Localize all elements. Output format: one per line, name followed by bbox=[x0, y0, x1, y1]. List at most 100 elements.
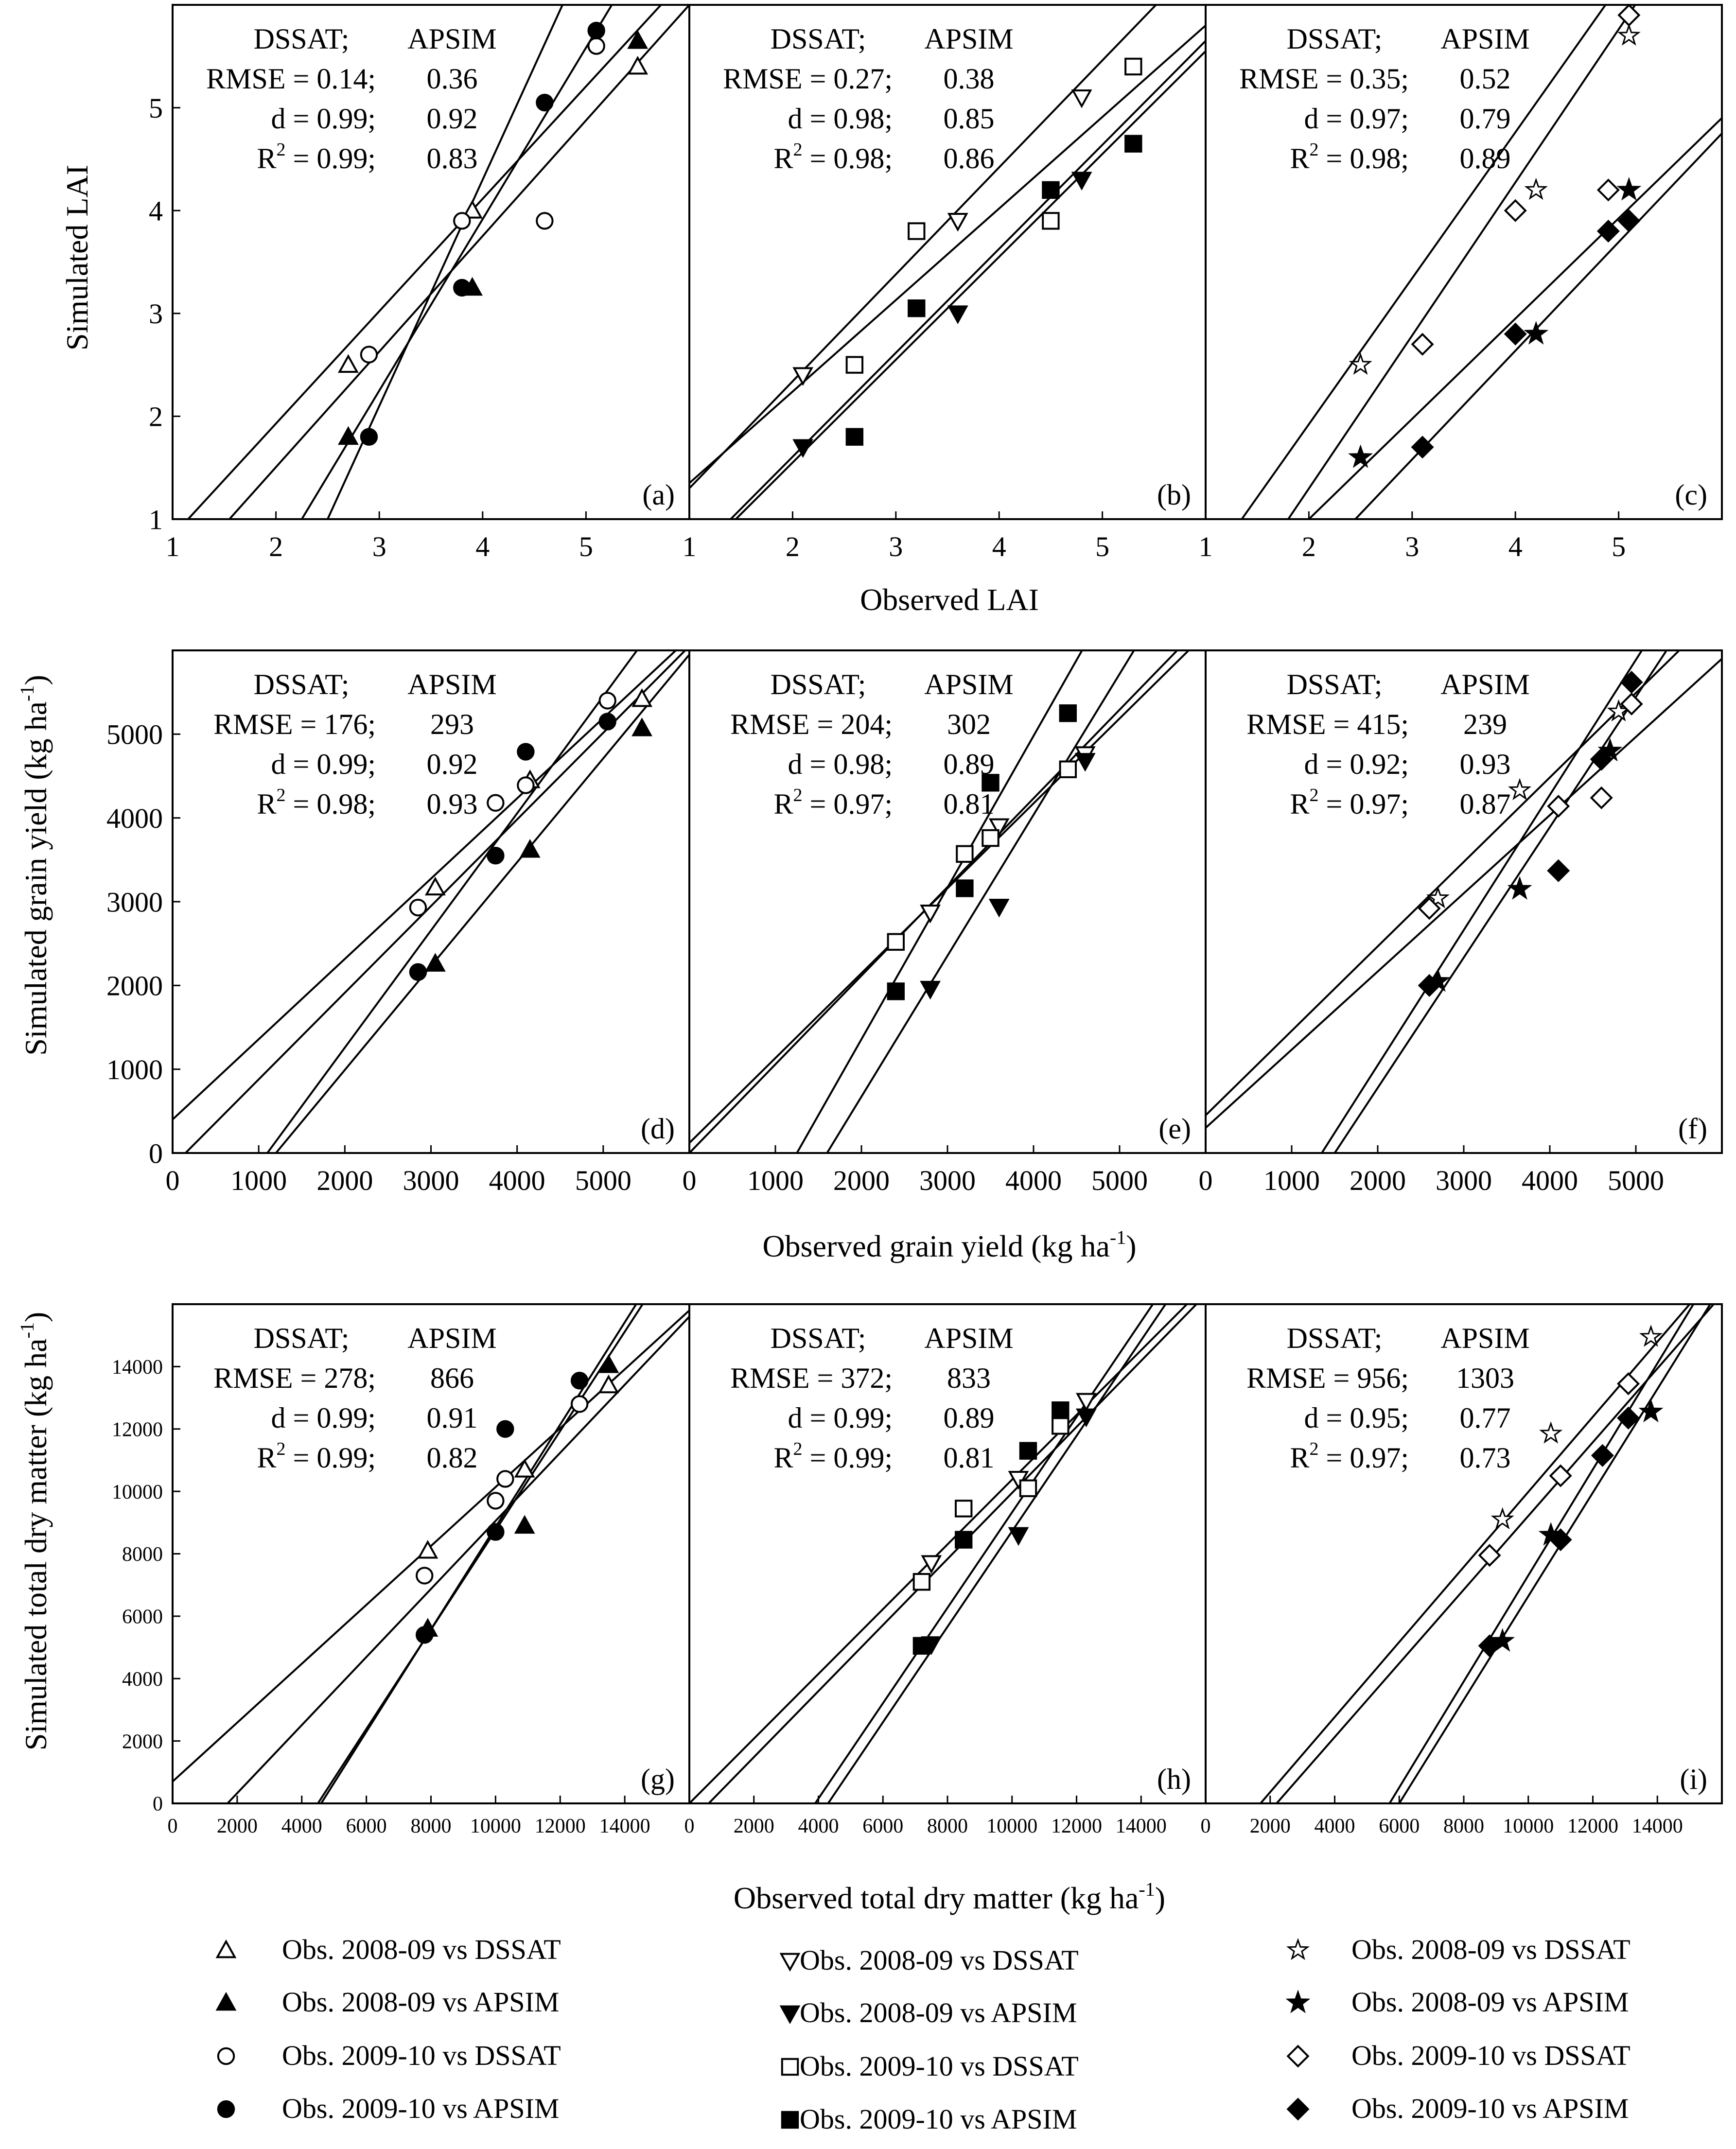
point-triangle-up-open bbox=[338, 354, 359, 373]
regression-line bbox=[689, 5, 1157, 489]
regression-line bbox=[814, 1304, 1154, 1803]
point-star-filled bbox=[1507, 876, 1532, 900]
point-diamond-filled bbox=[1478, 1634, 1501, 1658]
regression-line bbox=[228, 5, 689, 519]
panel-label: (a) bbox=[642, 479, 675, 511]
series-circle-open bbox=[360, 37, 605, 364]
point-diamond-filled bbox=[1549, 1528, 1572, 1552]
stats-r2-dssat: R2 = 0.97; bbox=[773, 785, 893, 820]
x-tick-label: 2000 bbox=[217, 1815, 258, 1837]
stats-rmse-dssat: RMSE = 0.35; bbox=[1239, 63, 1409, 95]
legend-label: Obs. 2009-10 vs APSIM bbox=[800, 2103, 1077, 2135]
x-tick-label: 3 bbox=[372, 531, 386, 562]
grain-yield-y-axis-title: Simulated grain yield (kg ha-1) bbox=[16, 675, 53, 1055]
stats-rmse-apsim: 866 bbox=[430, 1362, 474, 1394]
y-tick-label: 10000 bbox=[112, 1481, 163, 1503]
x-tick-label: 4000 bbox=[489, 1165, 545, 1196]
point-triangle-up-filled bbox=[424, 953, 446, 972]
x-tick-label: 4000 bbox=[281, 1815, 322, 1837]
point-star-open bbox=[1639, 1325, 1663, 1347]
stats-header-apsim: APSIM bbox=[407, 668, 496, 700]
x-tick-label: 0 bbox=[166, 1165, 180, 1196]
series-square-filled bbox=[912, 1401, 1070, 1655]
r2-value: = 0.99; bbox=[285, 1442, 376, 1474]
total-dry-matter-x-axis-title: Observed total dry matter (kg ha-1) bbox=[734, 1878, 1165, 1915]
stats-r2-apsim: 0.73 bbox=[1460, 1442, 1511, 1474]
point-circle-filled bbox=[360, 428, 378, 446]
r2-value: = 0.98; bbox=[1318, 142, 1409, 175]
point-triangle-down-open bbox=[920, 905, 941, 924]
point-circle-filled bbox=[416, 1626, 434, 1644]
series-triangle-up-filled bbox=[424, 717, 652, 972]
y-tick-label: 4 bbox=[149, 195, 163, 227]
r2-letter: R bbox=[1290, 788, 1309, 820]
x-tick-label: 5000 bbox=[575, 1165, 631, 1196]
y-tick-label: 2000 bbox=[122, 1730, 163, 1753]
r2-superscript: 2 bbox=[1309, 1439, 1318, 1459]
stats-d-dssat: d = 0.99; bbox=[271, 103, 376, 135]
point-circle-filled bbox=[453, 279, 471, 297]
series-triangle-down-open bbox=[792, 89, 1092, 386]
point-triangle-up-filled bbox=[519, 839, 541, 858]
series-diamond-filled bbox=[1418, 670, 1643, 997]
legend-marker-circle-filled bbox=[217, 2100, 235, 2118]
regression-line bbox=[708, 1304, 1198, 1803]
stats-r2-apsim: 0.83 bbox=[427, 142, 478, 175]
stats-rmse-apsim: 0.36 bbox=[427, 63, 478, 95]
point-diamond-open bbox=[1504, 199, 1527, 222]
legend-label: Obs. 2008-09 vs APSIM bbox=[1351, 1986, 1629, 2018]
panel-d: 00 1000 1000 2000 2000 3000 3000 4000 4000 5000 50… bbox=[106, 649, 690, 1196]
x-tick-label: 2 bbox=[1302, 531, 1316, 562]
point-triangle-down-filled bbox=[1076, 1408, 1097, 1428]
point-triangle-up-open bbox=[598, 1374, 619, 1394]
point-circle-filled bbox=[496, 1420, 514, 1438]
x-tick-label: 3 bbox=[1405, 531, 1419, 562]
stats-header-dssat: DSSAT; bbox=[254, 668, 350, 700]
stats-header-dssat: DSSAT; bbox=[254, 1322, 350, 1354]
point-circle-filled bbox=[536, 93, 554, 112]
point-circle-filled bbox=[487, 847, 505, 865]
series-circle-filled bbox=[416, 1372, 589, 1644]
r2-letter: R bbox=[257, 142, 276, 175]
point-triangle-down-open bbox=[947, 212, 968, 232]
point-square-filled bbox=[956, 879, 974, 897]
x-tick-label: 8000 bbox=[1443, 1815, 1484, 1837]
point-triangle-up-open bbox=[514, 1459, 535, 1478]
legend-marker-triangle-up-filled bbox=[215, 1992, 237, 2011]
series-diamond-open bbox=[1478, 1372, 1640, 1567]
point-square-filled bbox=[1052, 1401, 1070, 1419]
y-tick-label: 5000 bbox=[106, 719, 163, 751]
point-circle-open bbox=[487, 794, 505, 812]
stats-d-dssat: d = 0.98; bbox=[788, 748, 893, 780]
x-tick-label: 3 bbox=[889, 531, 903, 562]
stats-header-apsim: APSIM bbox=[407, 23, 496, 55]
legend-marker-triangle-down-filled bbox=[779, 2005, 801, 2025]
series-star-open bbox=[1491, 1325, 1663, 1530]
point-triangle-down-open bbox=[792, 367, 814, 386]
point-triangle-up-filled bbox=[598, 1354, 619, 1373]
legend-item: Obs. 2009-10 vs DSSAT bbox=[1286, 2040, 1631, 2071]
point-diamond-open bbox=[1617, 3, 1641, 27]
x-tick-label: 1 bbox=[166, 531, 180, 562]
closing-paren: ) bbox=[18, 1312, 53, 1322]
x-tick-label: 8000 bbox=[411, 1815, 452, 1837]
x-tick-label: 2000 bbox=[1250, 1815, 1291, 1837]
regression-line bbox=[320, 1304, 638, 1803]
point-star-filled bbox=[1638, 1398, 1664, 1423]
series-diamond-filled bbox=[1478, 1406, 1640, 1658]
point-diamond-filled bbox=[1591, 1444, 1614, 1467]
legend-marker-circle-open bbox=[217, 2047, 235, 2065]
regression-lines bbox=[689, 1304, 1198, 1803]
regression-line bbox=[227, 1316, 689, 1803]
stats-d-apsim: 0.92 bbox=[427, 748, 478, 780]
point-star-open bbox=[1426, 886, 1450, 909]
x-tick-label: 14000 bbox=[1632, 1815, 1683, 1837]
y-tick-label: 6000 bbox=[122, 1606, 163, 1628]
stats-d-apsim: 0.89 bbox=[944, 748, 995, 780]
x-tick-label: 3000 bbox=[403, 1165, 459, 1196]
x-tick-label: 0 bbox=[1201, 1815, 1211, 1837]
point-diamond-filled bbox=[1411, 436, 1434, 459]
panel-label: (h) bbox=[1157, 1763, 1191, 1795]
stats-header-dssat: DSSAT; bbox=[254, 23, 350, 55]
point-triangle-up-filled bbox=[627, 30, 649, 49]
